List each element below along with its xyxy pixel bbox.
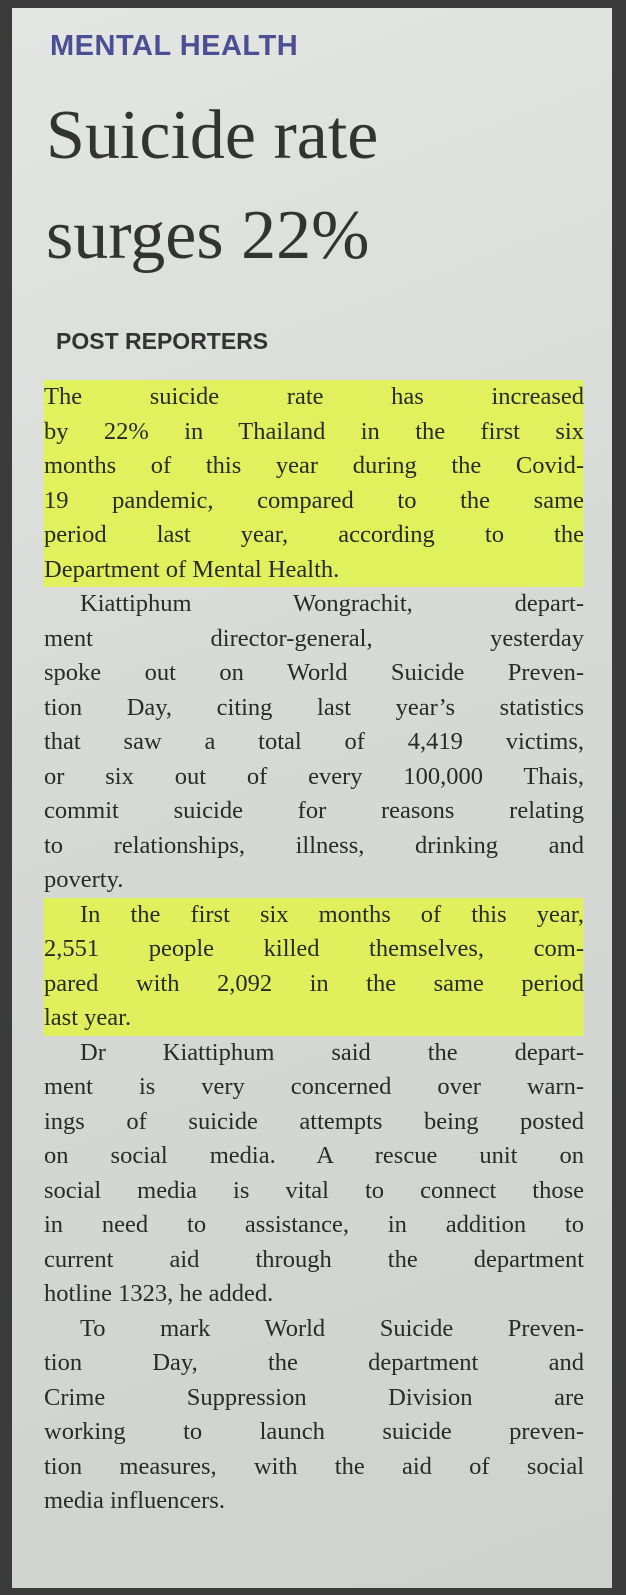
text-line: Dr Kiattiphum said the depart-	[80, 1038, 584, 1066]
text-line: current aid through the department	[44, 1245, 584, 1273]
text-line: on social media. A rescue unit on	[44, 1142, 584, 1169]
text-line: period last year, according to the	[44, 521, 584, 548]
text-line: commit suicide for reasons relating	[44, 797, 584, 824]
text-line: tion Day, the department and	[44, 1349, 584, 1376]
section-label: MENTAL HEALTH	[50, 30, 299, 62]
text-line: hotline 1323, he added.	[44, 1280, 274, 1307]
headline-line: surges 22%	[46, 197, 370, 274]
text-line: ment director-general, yesterday	[44, 624, 584, 652]
byline: POST REPORTERS	[56, 328, 269, 354]
text-line: to relationships, illness, drinking and	[44, 831, 584, 859]
text-line: ment is very concerned over warn-	[44, 1073, 584, 1100]
text-line: Crime Suppression Division are	[44, 1383, 584, 1411]
text-line: or six out of every 100,000 Thais,	[44, 762, 584, 790]
text-line: that saw a total of 4,419 victims,	[44, 728, 584, 755]
newspaper-clipping: MENTAL HEALTH Suicide rate surges 22% POS…	[12, 8, 612, 1588]
text-line: social media is vital to connect those	[44, 1176, 584, 1204]
text-line: 19 pandemic, compared to the same	[44, 486, 584, 514]
text-line: working to launch suicide preven-	[44, 1418, 584, 1445]
headline-line: Suicide rate	[46, 97, 379, 174]
article-body: The suicide rate has increased by 22% in …	[44, 380, 584, 1519]
text-line: media influencers.	[44, 1487, 225, 1514]
text-line: pared with 2,092 in the same period	[44, 969, 584, 997]
text-line: ings of suicide attempts being posted	[44, 1107, 584, 1135]
paragraph: To mark World Suicide Preven-tion Day, t…	[44, 1312, 584, 1519]
paragraph: Kiattiphum Wongrachit, depart-ment direc…	[44, 587, 584, 898]
headline: Suicide rate surges 22%	[46, 86, 378, 286]
text-line: 2,551 people killed themselves, com-	[44, 935, 584, 962]
text-line: by 22% in Thailand in the first six	[44, 417, 584, 445]
text-line: The suicide rate has increased	[44, 383, 584, 410]
text-line: tion measures, with the aid of social	[44, 1452, 584, 1480]
text-line: In the first six months of this year,	[80, 900, 584, 928]
paragraph: In the first six months of this year, 2,5…	[44, 897, 584, 1036]
text-line: poverty.	[44, 866, 124, 893]
text-line: last year.	[44, 1004, 132, 1031]
text-line: Kiattiphum Wongrachit, depart-	[80, 590, 584, 617]
text-line: spoke out on World Suicide Preven-	[44, 659, 584, 686]
text-line: Department of Mental Health.	[44, 555, 340, 583]
text-line: To mark World Suicide Preven-	[80, 1314, 584, 1342]
text-line: in need to assistance, in addition to	[44, 1211, 584, 1238]
paragraph: Dr Kiattiphum said the depart-ment is ve…	[44, 1036, 584, 1312]
paragraph: The suicide rate has increased by 22% in …	[44, 380, 584, 587]
text-line: tion Day, citing last year’s statistics	[44, 693, 584, 721]
text-line: months of this year during the Covid-	[44, 452, 584, 479]
